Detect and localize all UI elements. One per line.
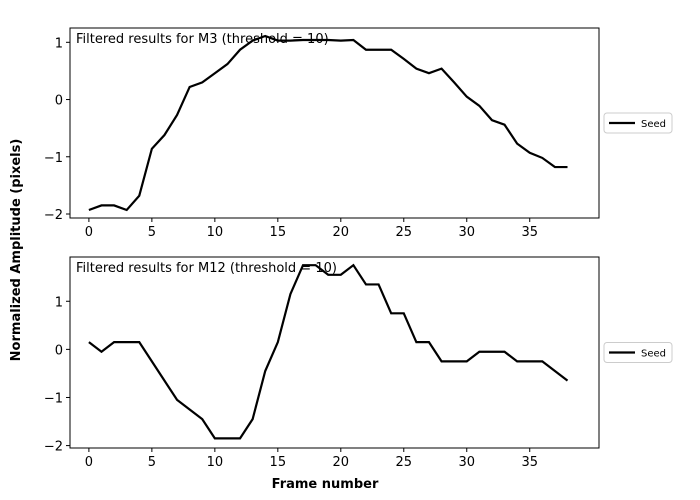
x-tick-label: 25 (396, 455, 413, 470)
y-tick-label: 1 (55, 295, 63, 310)
plot-frame (69, 256, 600, 449)
x-tick-label: 20 (333, 455, 350, 470)
x-tick-label: 30 (458, 455, 475, 470)
y-axis-label: Normalized Amplitude (pixels) (9, 139, 24, 362)
x-tick-label: 25 (396, 225, 413, 240)
y-tick-label: 0 (55, 94, 63, 109)
series-line-seed (88, 34, 568, 212)
plot-frame (69, 27, 600, 219)
legend-label: Seed (641, 119, 666, 130)
x-tick-label: 0 (85, 225, 93, 240)
y-tick-label: −1 (44, 391, 63, 406)
x-tick-label: 35 (521, 225, 538, 240)
x-tick-label: 5 (148, 225, 156, 240)
legend-box (603, 342, 673, 363)
x-tick-label: 10 (207, 225, 224, 240)
y-tick-label: 1 (55, 36, 63, 51)
y-tick-label: −1 (44, 151, 63, 166)
bottom-panel: 0 5 10 15 20 25 30 35 −2 −1 0 1 Filtered results for… (44, 256, 673, 470)
panel-title: Filtered results for M12 (threshold = 10… (76, 261, 337, 276)
y-tick-label: −2 (44, 208, 63, 223)
x-tick-label: 0 (85, 455, 93, 470)
x-tick-label: 20 (333, 225, 350, 240)
panel-title: Filtered results for M3 (threshold = 10) (76, 32, 329, 47)
x-axis-label: Frame number (272, 477, 379, 492)
y-tick-label: 0 (55, 343, 63, 358)
legend-box (603, 112, 673, 134)
x-tick-label: 35 (521, 455, 538, 470)
y-tick-label: −2 (44, 440, 63, 455)
legend-label: Seed (641, 349, 666, 360)
top-panel: 0 5 10 15 20 25 30 35 −2 −1 0 1 Filtered results for… (44, 27, 673, 240)
x-tick-label: 15 (270, 225, 287, 240)
legend: Seed (603, 342, 673, 363)
x-tick-label: 10 (207, 455, 224, 470)
legend: Seed (603, 112, 673, 134)
series-line-seed (88, 263, 569, 440)
x-tick-label: 15 (270, 455, 287, 470)
x-tick-label: 30 (458, 225, 475, 240)
x-tick-label: 5 (148, 455, 156, 470)
